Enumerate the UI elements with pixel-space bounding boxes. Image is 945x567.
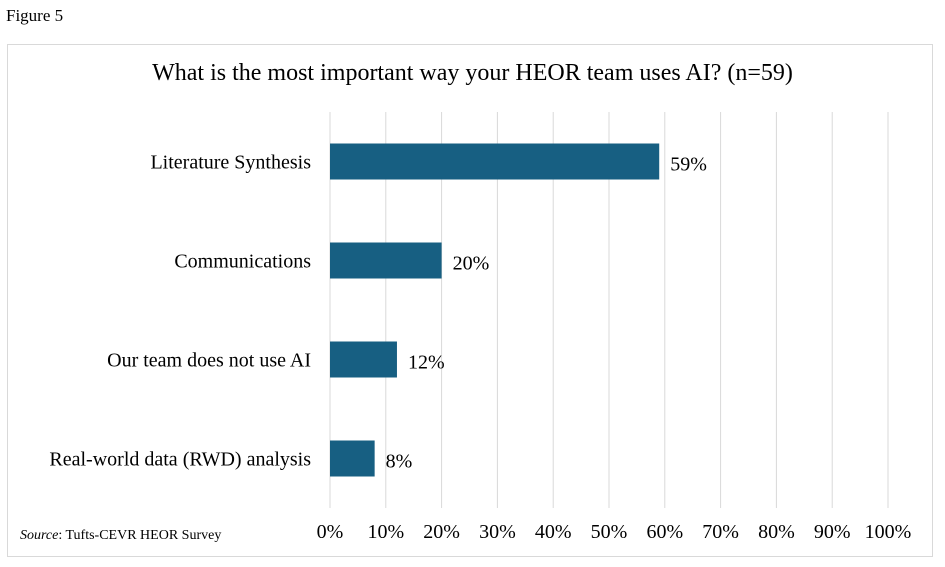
data-label: 12% xyxy=(408,352,445,374)
chart-title: What is the most important way your HEOR… xyxy=(152,60,793,86)
bar xyxy=(330,143,660,180)
category-label: Literature Synthesis xyxy=(150,152,311,174)
category-label: Communications xyxy=(174,251,311,273)
bar xyxy=(330,242,442,279)
data-label: 8% xyxy=(386,451,413,473)
x-tick-label: 20% xyxy=(423,521,460,543)
x-tick-label: 10% xyxy=(367,521,404,543)
source-text: : Tufts-CEVR HEOR Survey xyxy=(58,528,222,543)
bar xyxy=(330,440,375,477)
x-tick-label: 60% xyxy=(646,521,683,543)
category-label: Real-world data (RWD) analysis xyxy=(49,449,311,471)
source-note: Source: Tufts-CEVR HEOR Survey xyxy=(20,528,221,544)
x-tick-label: 70% xyxy=(702,521,739,543)
bar xyxy=(330,341,397,378)
x-tick-label: 100% xyxy=(865,521,912,543)
x-tick-label: 50% xyxy=(591,521,628,543)
x-tick-label: 80% xyxy=(758,521,795,543)
x-tick-label: 90% xyxy=(814,521,851,543)
x-tick-label: 30% xyxy=(479,521,516,543)
source-prefix: Source xyxy=(20,528,59,543)
category-label: Our team does not use AI xyxy=(107,350,311,372)
chart-frame xyxy=(7,44,933,557)
x-tick-label: 0% xyxy=(317,521,344,543)
figure-label: Figure 5 xyxy=(6,6,64,25)
data-label: 20% xyxy=(453,253,490,275)
data-label: 59% xyxy=(670,154,707,176)
x-tick-label: 40% xyxy=(535,521,572,543)
